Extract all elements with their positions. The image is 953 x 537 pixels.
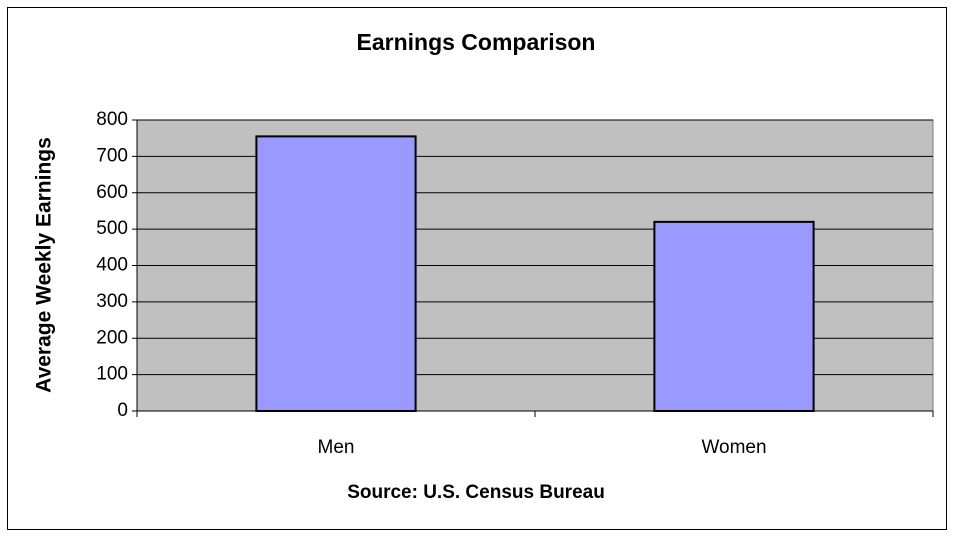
y-tick-label: 200 [96, 327, 128, 348]
chart-title: Earnings Comparison [357, 29, 596, 55]
bar [653, 220, 815, 412]
y-tick-label: 100 [96, 364, 128, 385]
y-tick-label: 700 [96, 145, 128, 166]
x-axis-label: Source: U.S. Census Bureau [347, 482, 605, 503]
y-tick-label: 400 [96, 255, 128, 276]
y-tick-label: 0 [117, 400, 128, 421]
y-tick-label: 800 [96, 109, 128, 130]
y-axis-label: Average Weekly Earnings [33, 137, 56, 393]
x-tick-label: Women [701, 437, 766, 458]
y-tick-label: 300 [96, 291, 128, 312]
bar [255, 135, 417, 412]
x-tick-label: Men [318, 437, 355, 458]
y-tick-label: 600 [96, 182, 128, 203]
y-tick-label: 500 [96, 218, 128, 239]
